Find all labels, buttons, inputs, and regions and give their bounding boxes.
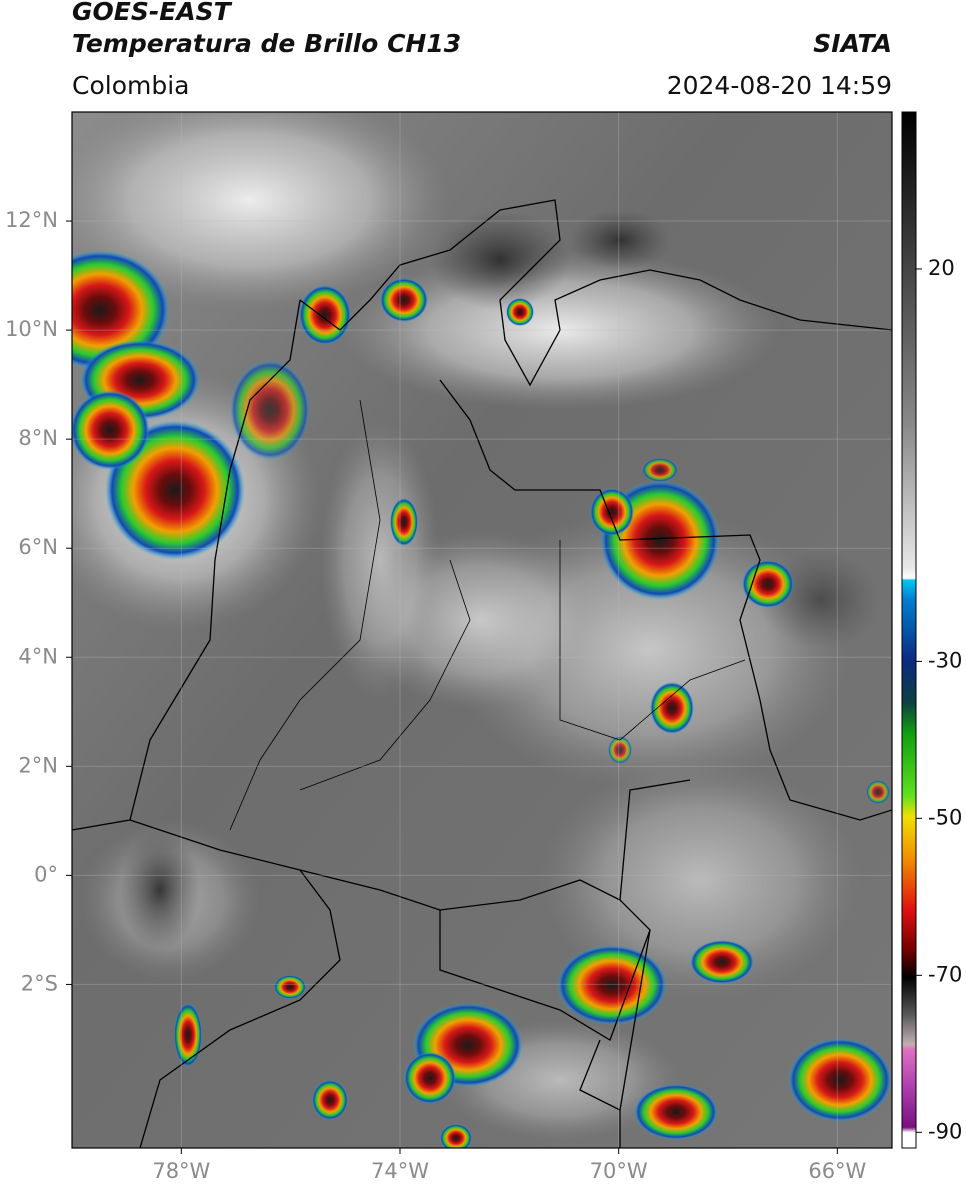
lat-tick-label: 8°N <box>18 426 58 450</box>
coastline <box>72 299 301 831</box>
colorbar <box>901 111 917 1149</box>
border <box>439 379 892 821</box>
lat-tick-label: 12°N <box>5 208 58 232</box>
border <box>139 869 341 1148</box>
colorbar-tick-label: -90 <box>928 1119 962 1143</box>
dept-border <box>229 399 381 831</box>
graticule <box>72 112 892 1148</box>
lat-tick-label: 2°S <box>21 971 58 995</box>
border <box>439 910 651 1041</box>
datetime: 2024-08-20 14:59 <box>667 71 892 100</box>
subtitle: Temperatura de Brillo CH13 <box>72 29 461 58</box>
lon-tick-label: 74°W <box>371 1159 429 1183</box>
dept-border <box>559 540 746 741</box>
storm-cells <box>72 250 892 1148</box>
lon-tick-label: 70°W <box>590 1159 648 1183</box>
colorbar-tick-label: -50 <box>928 805 962 829</box>
lat-tick-label: 2°N <box>18 753 58 777</box>
borders <box>72 199 892 1148</box>
colorbar-tick-label: 20 <box>928 256 955 280</box>
colorbar-tick-label: -70 <box>928 962 962 986</box>
colorbar-ticks: 20 -30 -50 -70 -90 <box>916 256 962 1143</box>
dept-border <box>299 559 471 791</box>
lat-tick-label: 0° <box>34 862 58 886</box>
lat-tick-label: 6°N <box>18 535 58 559</box>
lat-tick-label: 10°N <box>5 317 58 341</box>
title: GOES-EAST <box>72 0 233 26</box>
lon-tick-label: 78°W <box>152 1159 210 1183</box>
lon-tick-label: 66°W <box>808 1159 866 1183</box>
border <box>579 1039 621 1148</box>
colorbar-tick-label: -30 <box>928 648 962 672</box>
border <box>129 819 621 911</box>
coastline <box>299 199 892 387</box>
satellite-image <box>72 112 892 1148</box>
axes: 12°N 10°N 8°N 6°N 4°N 2°N 0° 2°S 78°W 74°W 70°W 66°… <box>5 208 866 1183</box>
lat-tick-label: 4°N <box>18 644 58 668</box>
source: SIATA <box>813 29 892 58</box>
map-frame <box>71 111 893 1149</box>
region: Colombia <box>72 71 189 100</box>
